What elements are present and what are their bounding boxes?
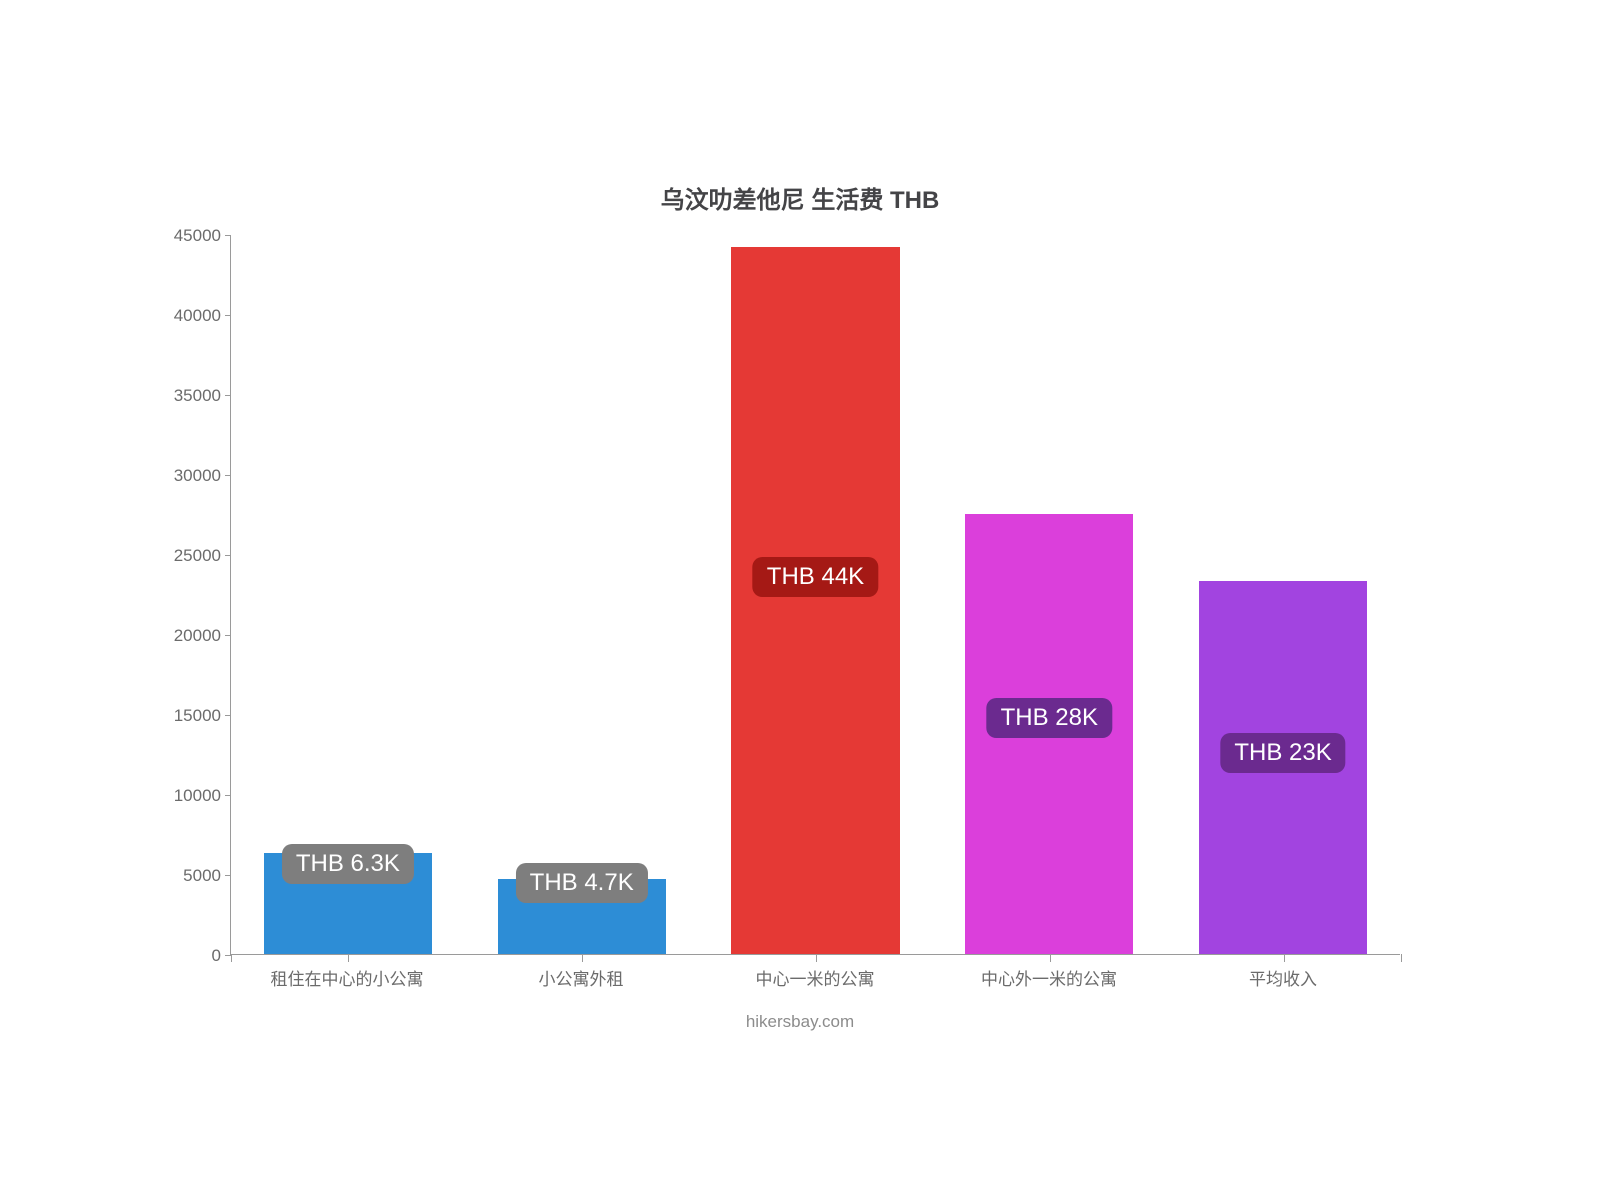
stage: 乌汶叻差他尼 生活费 THB THB 6.3KTHB 4.7KTHB 44KTH… [0,0,1600,1200]
chart-title: 乌汶叻差他尼 生活费 THB [160,180,1440,215]
x-tick-mark [231,954,232,962]
y-tick-label: 10000 [174,786,221,806]
y-tick-mark [225,795,231,796]
y-tick-mark [225,875,231,876]
y-tick-mark [225,715,231,716]
x-tick-mark [816,954,817,962]
value-badge: THB 44K [753,557,878,597]
value-badge: THB 28K [987,698,1112,738]
x-axis-labels: 租住在中心的小公寓小公寓外租中心一米的公寓中心外一米的公寓平均收入 [230,965,1400,990]
chart-footer: hikersbay.com [160,1012,1440,1032]
y-tick-label: 0 [212,946,221,966]
x-tick-mark [1050,954,1051,962]
x-tick-mark [582,954,583,962]
bars-container: THB 6.3K THB 4.7K THB 44K THB 28K THB 23K [231,235,1400,954]
y-tick-label: 15000 [174,706,221,726]
value-badge: THB 4.7K [516,863,648,903]
y-tick-mark [225,315,231,316]
cost-of-living-chart: 乌汶叻差他尼 生活费 THB THB 6.3KTHB 4.7KTHB 44KTH… [160,150,1440,1050]
x-axis-label: 中心外一米的公寓 [932,965,1166,990]
y-tick-label: 45000 [174,226,221,246]
x-axis-label: 平均收入 [1166,965,1400,990]
plot-area: THB 6.3KTHB 4.7KTHB 44KTHB 28KTHB 23K 05… [230,235,1400,955]
x-tick-mark [1284,954,1285,962]
y-tick-label: 5000 [183,866,221,886]
bar-slot: THB 44K [699,235,933,954]
x-tick-mark [1401,954,1402,962]
x-axis-label: 中心一米的公寓 [698,965,932,990]
x-axis-label: 小公寓外租 [464,965,698,990]
value-badge: THB 23K [1220,733,1345,773]
bar-slot: THB 23K [1166,235,1400,954]
y-tick-label: 35000 [174,386,221,406]
bar-slot: THB 4.7K [465,235,699,954]
y-tick-mark [225,475,231,476]
y-tick-mark [225,635,231,636]
y-tick-mark [225,395,231,396]
y-tick-mark [225,235,231,236]
x-tick-mark [348,954,349,962]
y-tick-label: 25000 [174,546,221,566]
y-tick-label: 30000 [174,466,221,486]
value-badge: THB 6.3K [282,844,414,884]
y-tick-label: 20000 [174,626,221,646]
bar-slot: THB 28K [932,235,1166,954]
x-axis-label: 租住在中心的小公寓 [230,965,464,990]
y-tick-mark [225,555,231,556]
y-tick-label: 40000 [174,306,221,326]
bar-slot: THB 6.3K [231,235,465,954]
bar [731,247,899,954]
